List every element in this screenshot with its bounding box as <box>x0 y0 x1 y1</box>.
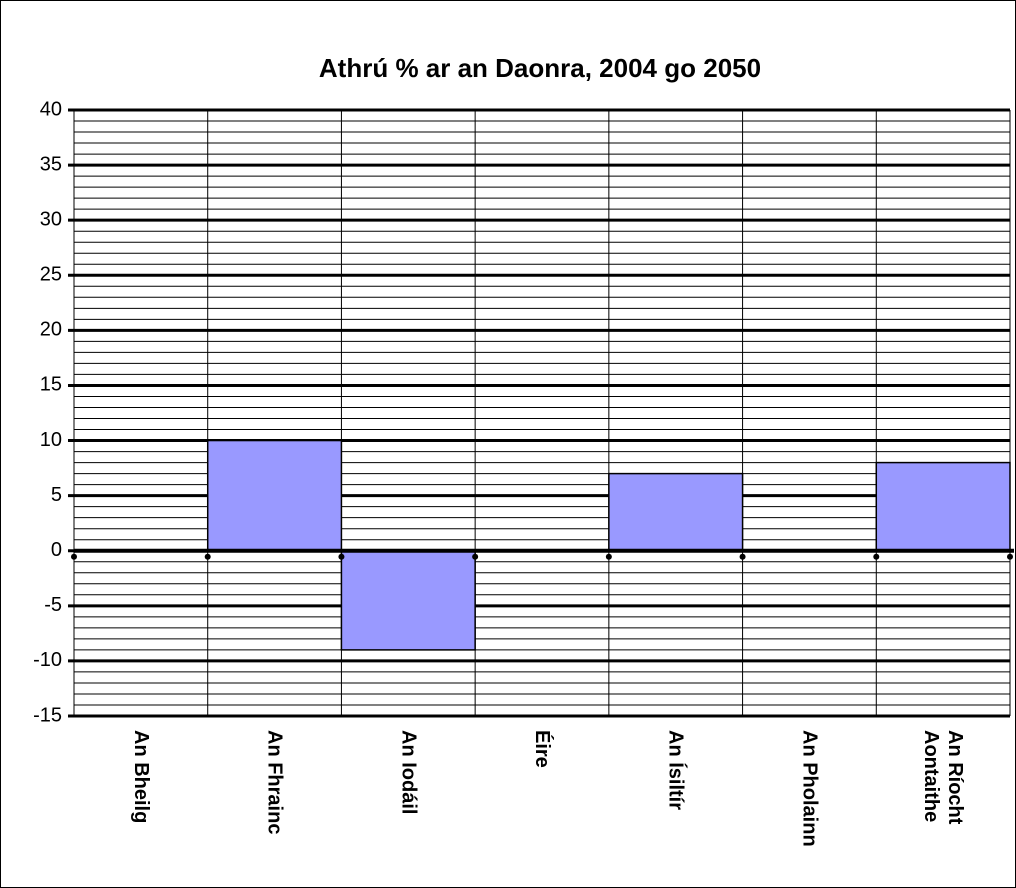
chart-title: Athrú % ar an Daonra, 2004 go 2050 <box>319 53 761 83</box>
y-tick-label: -15 <box>33 704 62 726</box>
x-tick-label: An Ríocht Aontaithe <box>920 730 967 825</box>
axis-dot <box>873 553 880 560</box>
y-tick-label: -5 <box>44 594 62 616</box>
axis-dot <box>739 553 746 560</box>
y-tick-label: 0 <box>51 539 62 561</box>
bar <box>608 472 744 552</box>
x-tick-label: An Pholainn <box>798 730 821 847</box>
y-tick-label: 15 <box>40 374 62 396</box>
y-tick-label: 30 <box>40 208 62 230</box>
x-tick-label: An Ísiltír <box>664 730 687 811</box>
axis-dot <box>472 553 479 560</box>
axis-dot <box>338 553 345 560</box>
bar <box>340 549 476 651</box>
x-tick-label: An Bheilg <box>129 730 152 824</box>
axis-dot <box>1007 553 1013 560</box>
y-tick-label: 40 <box>40 98 62 120</box>
axis-dot <box>605 553 612 560</box>
y-tick-label: 25 <box>40 264 62 286</box>
axis-dot <box>71 553 77 560</box>
bar <box>206 439 343 552</box>
x-tick-label: An Fhrainc <box>263 730 286 835</box>
y-tick-label: 20 <box>40 319 62 341</box>
y-tick-label: 10 <box>40 429 62 451</box>
x-tick-label: Éire <box>531 730 553 768</box>
y-tick-label: 5 <box>51 484 62 506</box>
y-tick-label: 35 <box>40 153 62 175</box>
axis-dot <box>204 553 211 560</box>
x-tick-label: An Iodáil <box>397 730 420 815</box>
y-tick-label: -10 <box>33 649 62 671</box>
bar <box>875 461 1011 552</box>
